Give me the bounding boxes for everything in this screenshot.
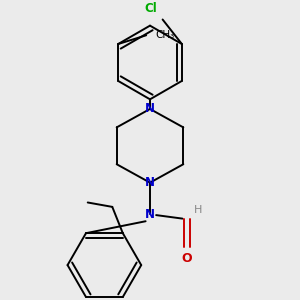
Text: H: H <box>194 205 202 215</box>
Text: N: N <box>145 176 155 189</box>
Text: N: N <box>145 208 155 221</box>
Text: N: N <box>145 103 155 116</box>
Text: CH₃: CH₃ <box>156 30 175 40</box>
Text: O: O <box>182 253 192 266</box>
Text: Cl: Cl <box>144 2 157 16</box>
